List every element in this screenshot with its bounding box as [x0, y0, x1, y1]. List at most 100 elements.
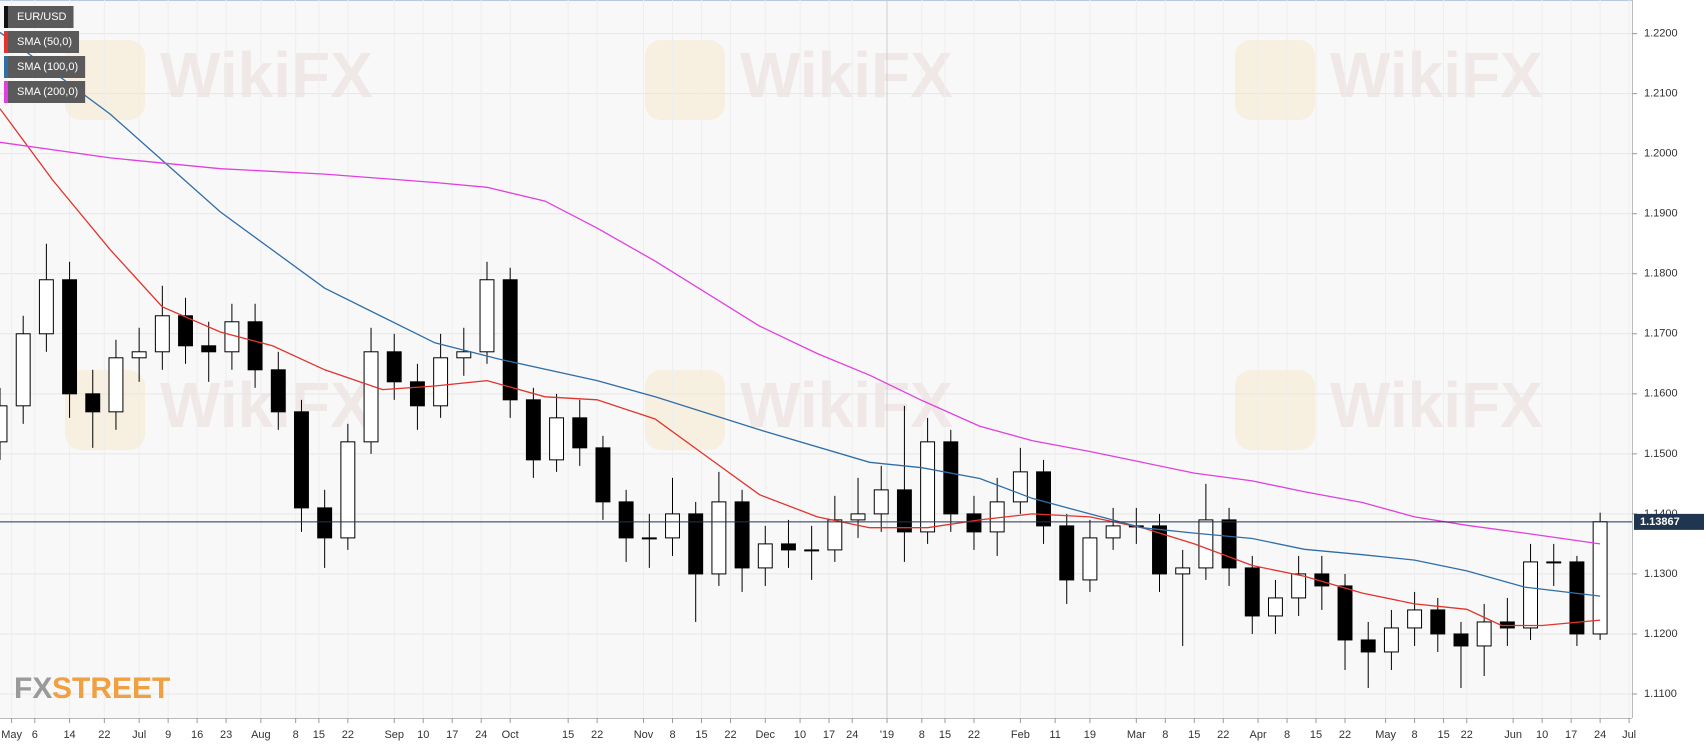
- x-tick-label: 10: [1536, 729, 1548, 741]
- candle-body: [1221, 519, 1237, 569]
- x-tick-label: 22: [1461, 729, 1473, 741]
- x-tick-label: 14: [63, 729, 75, 741]
- candle-body: [317, 507, 333, 539]
- x-tick-label: 22: [342, 729, 354, 741]
- legend-swatch: [4, 31, 8, 53]
- y-tick-label: 1.1300: [1644, 568, 1678, 580]
- y-tick-label: 1.1200: [1644, 628, 1678, 640]
- candle-body: [363, 351, 379, 443]
- x-tick-label: 8: [1284, 729, 1290, 741]
- legend-box: [4, 81, 86, 103]
- x-tick-label: 22: [968, 729, 980, 741]
- candle-body: [595, 447, 611, 503]
- x-tick-label: 22: [1217, 729, 1229, 741]
- x-tick-label: Jul: [1622, 729, 1636, 741]
- candle-body: [201, 345, 217, 353]
- candle-body: [943, 441, 959, 515]
- candle-body: [549, 417, 565, 461]
- legend-box: [4, 56, 86, 78]
- candles: [0, 243, 1608, 688]
- candle-body: [781, 543, 796, 551]
- candle-body: [1476, 621, 1492, 647]
- x-tick-label: 17: [1565, 729, 1577, 741]
- candle-body: [456, 351, 472, 359]
- y-tick-label: 1.1500: [1644, 448, 1678, 460]
- candle-body: [873, 489, 889, 515]
- candle-body: [178, 315, 193, 347]
- x-tick-label: 10: [794, 729, 806, 741]
- legend-label: SMA (100,0): [17, 61, 78, 73]
- axes: 1.11001.12001.13001.14001.15001.16001.17…: [0, 28, 1704, 741]
- watermark: WikiFX: [160, 39, 373, 111]
- candle-body: [270, 369, 286, 413]
- x-tick-label: Aug: [251, 729, 271, 741]
- legend-swatch: [4, 56, 8, 78]
- y-tick-label: 1.1800: [1644, 268, 1678, 280]
- legend-label: SMA (50,0): [17, 36, 72, 48]
- watermark-icon: [645, 370, 725, 450]
- watermark-icon: [645, 40, 725, 120]
- candle-body: [525, 399, 541, 461]
- y-tick-label: 1.1100: [1644, 688, 1677, 700]
- candle-body: [15, 333, 31, 407]
- candle-body: [618, 501, 634, 539]
- candle-body: [1569, 561, 1585, 635]
- watermark: WikiFX: [160, 369, 373, 441]
- logo-street: STREET: [52, 672, 170, 705]
- x-tick-label: 22: [724, 729, 736, 741]
- x-tick-label: 8: [669, 729, 675, 741]
- candle-body: [1291, 573, 1307, 599]
- x-tick-label: May: [1375, 729, 1396, 741]
- x-tick-label: 24: [846, 729, 858, 741]
- watermark-icon: [65, 370, 145, 450]
- x-tick-label: 15: [313, 729, 325, 741]
- candle-body: [131, 351, 147, 359]
- x-tick-label: 16: [191, 729, 203, 741]
- y-tick-label: 1.2100: [1644, 88, 1678, 100]
- sma-lines: [0, 31, 1601, 627]
- candle-body: [85, 393, 101, 413]
- x-tick-label: 9: [165, 729, 171, 741]
- x-tick-label: Dec: [755, 729, 775, 741]
- x-tick-label: 24: [475, 729, 487, 741]
- x-tick-label: 19: [1084, 729, 1096, 741]
- candle-body: [1592, 521, 1608, 635]
- legend-swatch: [4, 81, 8, 103]
- candle-body: [1546, 561, 1562, 564]
- watermark: WikiFX: [740, 39, 953, 111]
- candle-body: [757, 543, 773, 569]
- candle-body: [850, 513, 866, 521]
- x-tick-label: Jul: [132, 729, 146, 741]
- sma-line: [0, 108, 1601, 627]
- x-tick-label: 15: [939, 729, 951, 741]
- y-tick-label: 1.1600: [1644, 388, 1678, 400]
- watermark: WikiFX: [740, 369, 953, 441]
- x-tick-label: 15: [695, 729, 707, 741]
- candle-body: [665, 513, 680, 539]
- legend-label: EUR/USD: [17, 11, 67, 23]
- x-tick-label: 8: [1412, 729, 1418, 741]
- x-tick-label: 23: [220, 729, 232, 741]
- candle-body: [827, 519, 843, 551]
- x-tick-label: 15: [1437, 729, 1449, 741]
- candle-body: [1383, 627, 1399, 653]
- candle-body: [1198, 519, 1214, 569]
- candle-body: [1152, 525, 1167, 575]
- candle-body: [386, 351, 402, 383]
- x-tick-label: 8: [1162, 729, 1168, 741]
- candle-body: [479, 279, 495, 353]
- y-tick-label: 1.1700: [1644, 328, 1678, 340]
- watermark-icon: [1235, 40, 1315, 120]
- x-tick-label: Sep: [384, 729, 404, 741]
- candle-body: [409, 381, 425, 407]
- candle-body: [920, 441, 936, 533]
- legend-box: [4, 31, 80, 53]
- candle-body: [572, 417, 588, 449]
- y-tick-label: 1.2000: [1644, 148, 1678, 160]
- last-price-label: 1.13867: [1640, 516, 1680, 528]
- candle-body: [1036, 471, 1052, 527]
- candle-body: [433, 357, 449, 407]
- candle-body: [1360, 639, 1376, 653]
